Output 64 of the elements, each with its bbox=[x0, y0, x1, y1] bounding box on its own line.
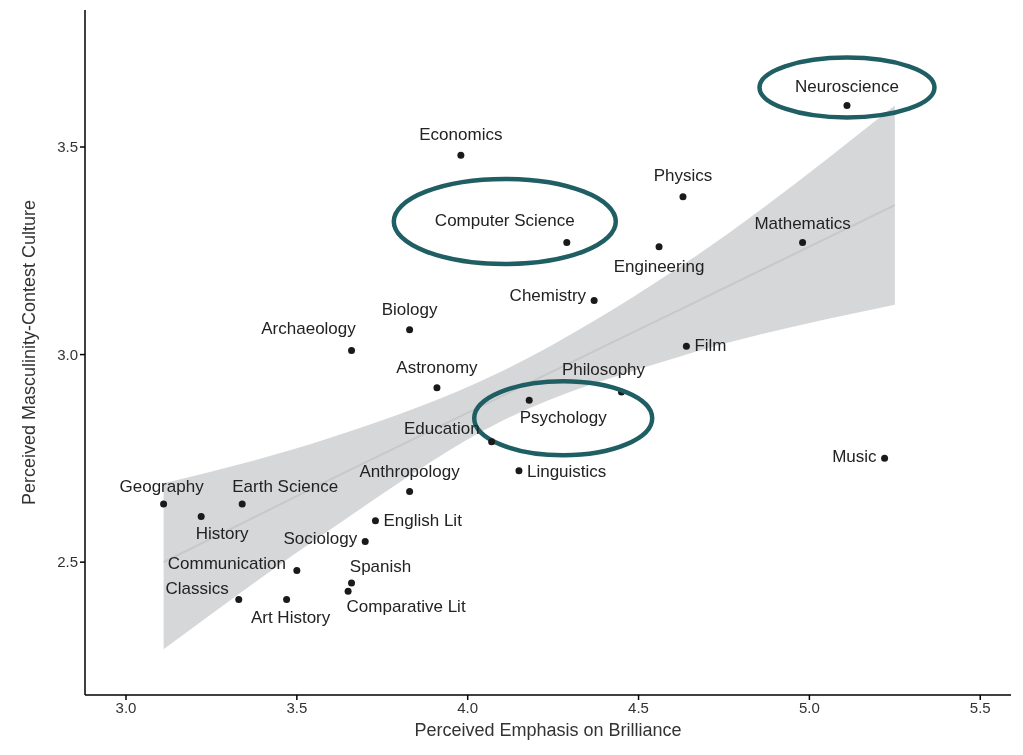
point bbox=[406, 488, 414, 496]
point bbox=[293, 566, 301, 574]
x-tick-label: 3.5 bbox=[286, 698, 308, 716]
y-axis-title: Perceived Masculinity-Contest Culture bbox=[19, 199, 40, 506]
data-label: English Lit bbox=[383, 511, 463, 531]
point bbox=[283, 596, 291, 604]
y-tick-label: 2.5 bbox=[57, 553, 78, 571]
data-label: History bbox=[195, 523, 250, 543]
data-label: Music bbox=[832, 446, 878, 466]
data-label: Sociology bbox=[283, 528, 358, 548]
x-tick-label: 5.0 bbox=[798, 698, 820, 716]
x-tick-label: 4.0 bbox=[457, 698, 479, 716]
point bbox=[238, 500, 246, 508]
data-label: Classics bbox=[165, 579, 229, 598]
data-label: Computer Science bbox=[434, 210, 575, 230]
point bbox=[348, 579, 356, 587]
point bbox=[843, 101, 851, 109]
point bbox=[235, 596, 243, 604]
point bbox=[457, 151, 465, 159]
point bbox=[371, 517, 379, 525]
point bbox=[525, 396, 533, 404]
x-tick-label: 3.0 bbox=[115, 698, 137, 716]
x-tick-label: 5.5 bbox=[969, 698, 991, 716]
point bbox=[406, 326, 414, 334]
point bbox=[348, 346, 356, 354]
point bbox=[679, 193, 687, 201]
x-tick-label: 4.5 bbox=[628, 698, 649, 716]
data-label: Geography bbox=[119, 476, 205, 496]
data-label: Mathematics bbox=[754, 213, 851, 233]
data-label: Biology bbox=[381, 300, 438, 320]
point bbox=[515, 467, 523, 475]
point bbox=[563, 238, 571, 246]
point bbox=[160, 500, 168, 508]
x-axis-title: Perceived Emphasis on Brilliance bbox=[414, 720, 682, 740]
data-label: Economics bbox=[419, 124, 503, 144]
point bbox=[682, 342, 690, 350]
y-tick-label: 3.5 bbox=[57, 138, 78, 156]
data-label: Education bbox=[403, 419, 480, 439]
point bbox=[881, 454, 889, 462]
data-label: Linguistics bbox=[526, 462, 607, 482]
data-label: Physics bbox=[653, 166, 713, 186]
data-label: Earth Science bbox=[232, 476, 339, 496]
point bbox=[488, 438, 496, 446]
data-label: Anthropology bbox=[359, 462, 461, 482]
data-label: Film bbox=[694, 335, 727, 355]
point bbox=[799, 238, 807, 246]
point bbox=[655, 243, 663, 251]
data-label: Neuroscience bbox=[795, 76, 899, 96]
data-label: Engineering bbox=[613, 257, 705, 277]
data-label: Communication bbox=[167, 553, 286, 573]
data-label: Chemistry bbox=[509, 286, 587, 306]
data-label: Philosophy bbox=[561, 360, 646, 380]
data-label: Archaeology bbox=[261, 318, 357, 338]
point bbox=[361, 537, 369, 545]
data-label: Spanish bbox=[349, 557, 412, 577]
y-tick-label: 3.0 bbox=[57, 345, 78, 363]
point bbox=[590, 297, 598, 305]
point bbox=[344, 587, 352, 595]
point bbox=[433, 384, 441, 392]
data-label: Art History bbox=[250, 608, 331, 627]
data-label: Astronomy bbox=[396, 358, 479, 378]
point bbox=[197, 512, 205, 520]
data-label: Comparative Lit bbox=[346, 596, 466, 616]
data-label: Psychology bbox=[519, 407, 608, 427]
